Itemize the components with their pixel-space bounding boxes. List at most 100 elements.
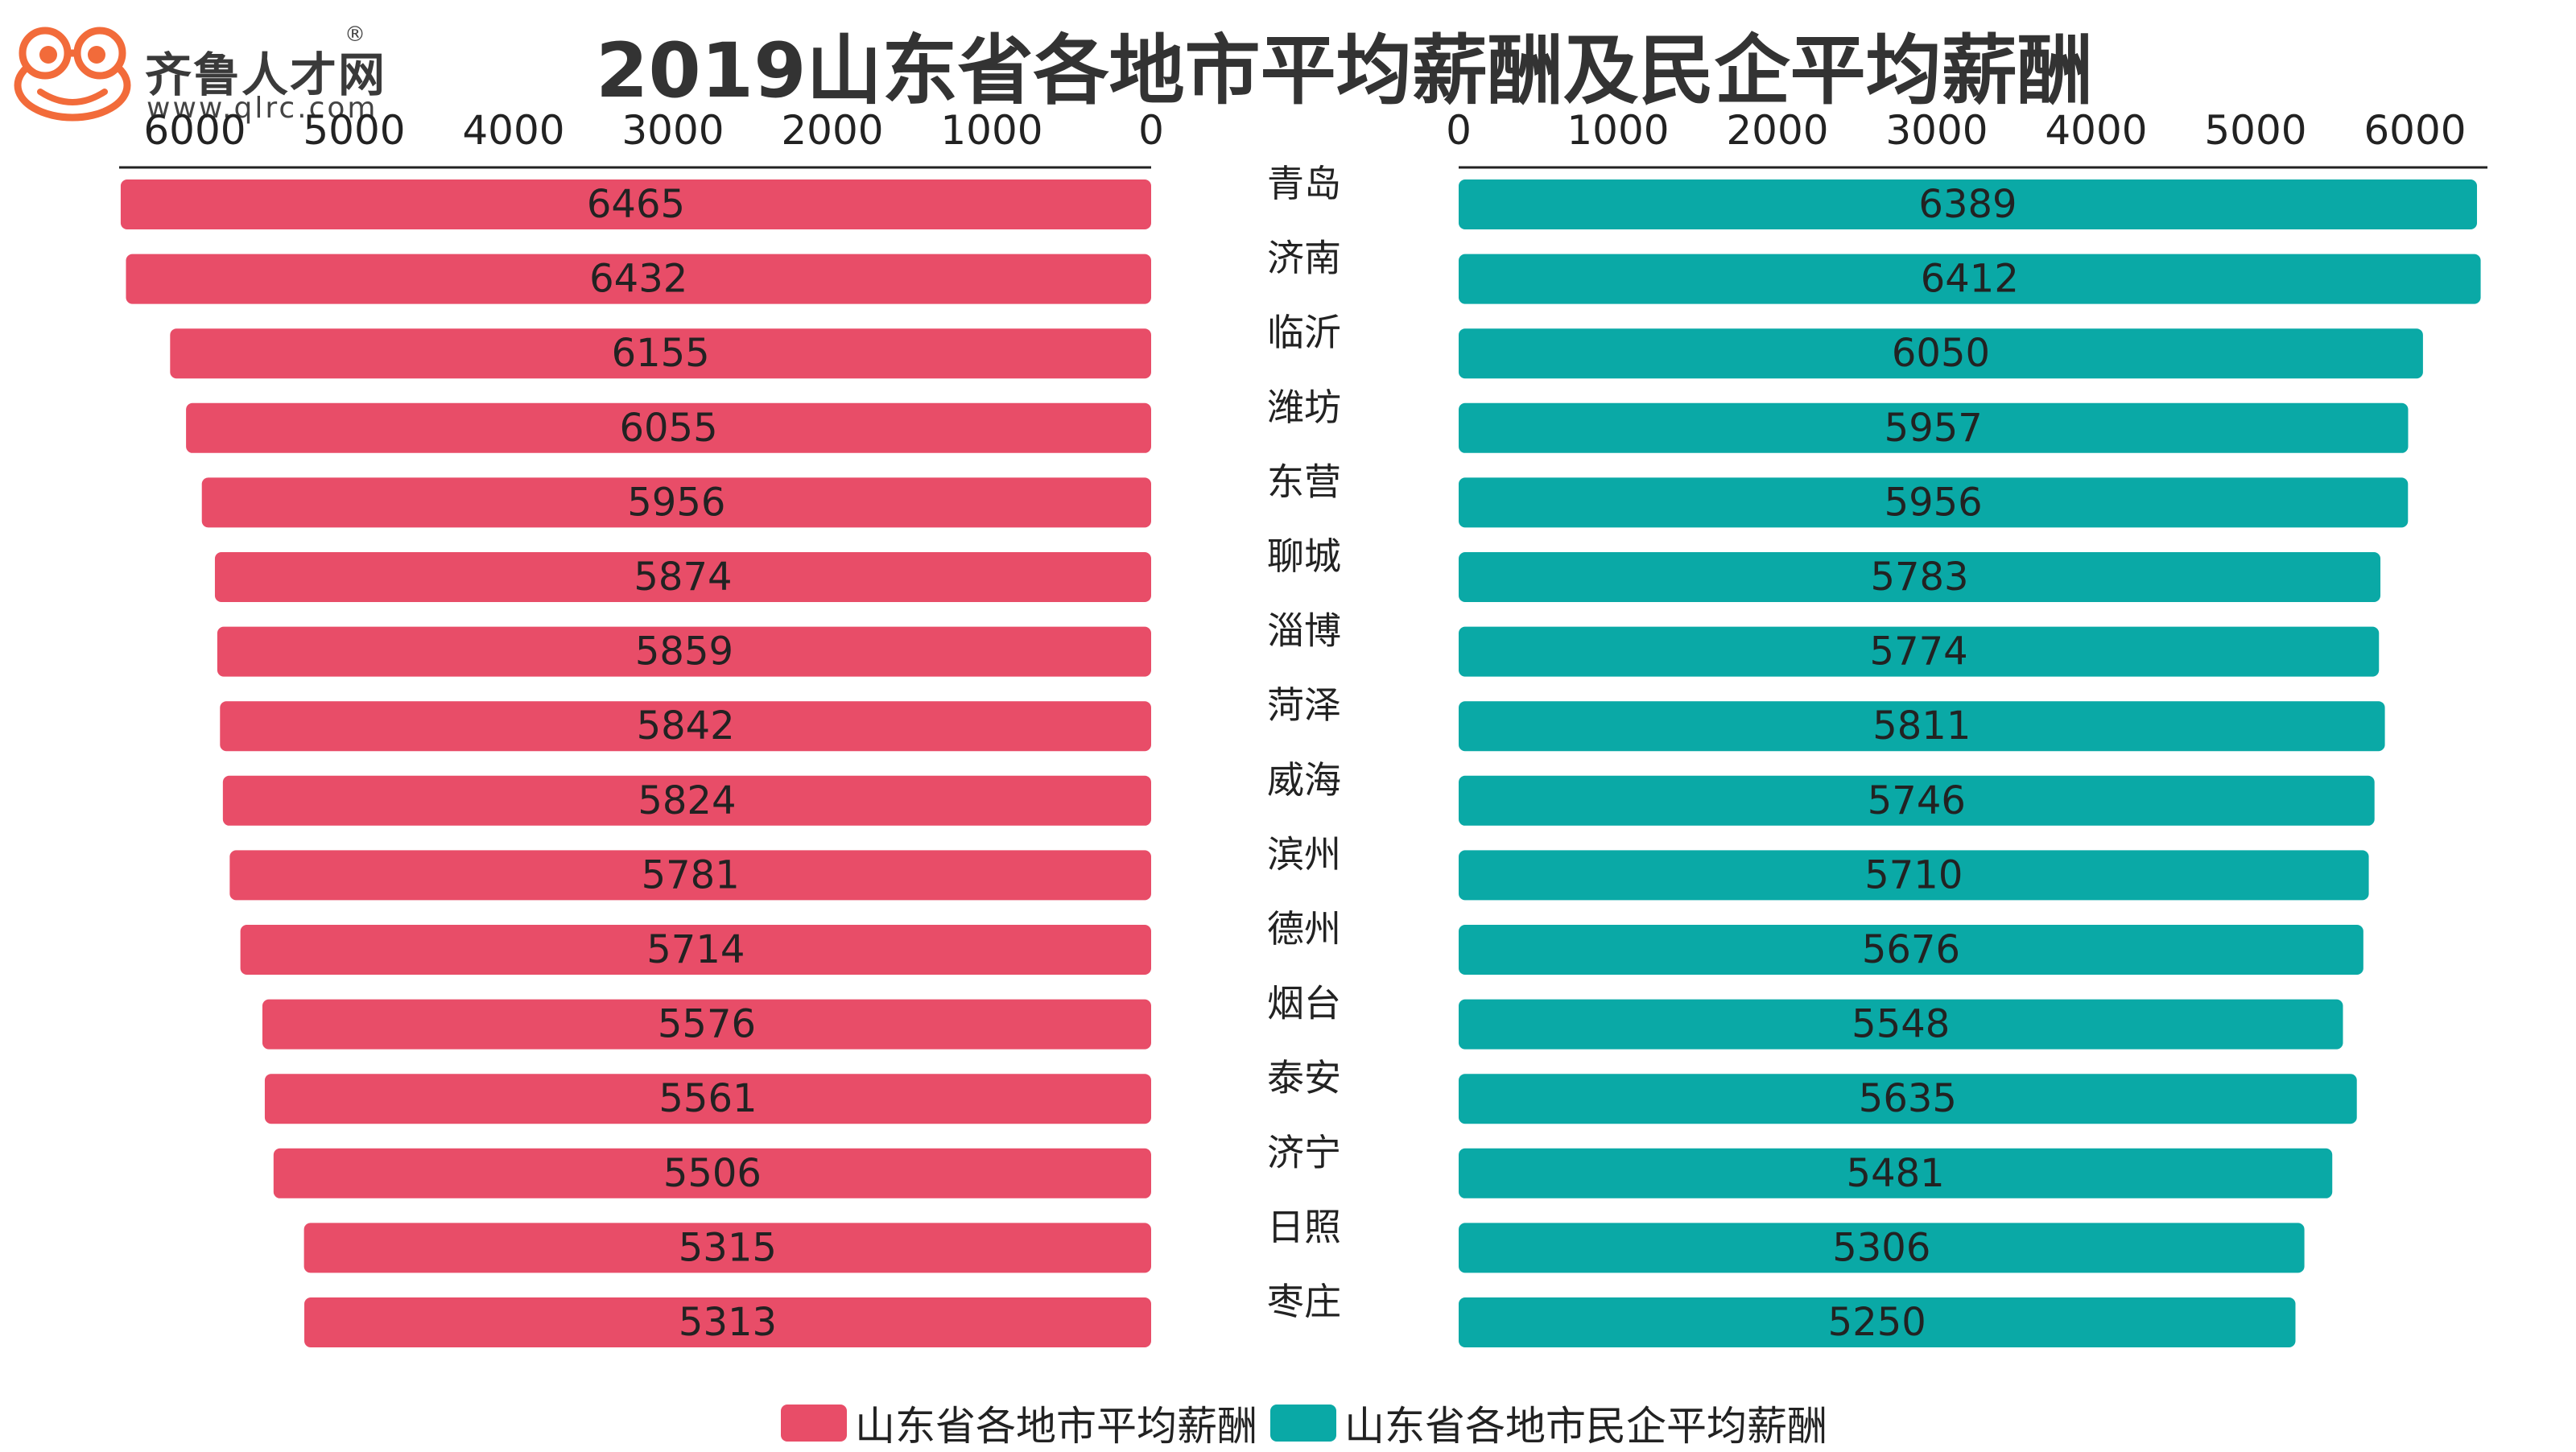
left-bar-6 — [217, 626, 1152, 677]
category-label-10: 德州 — [1267, 907, 1341, 951]
right-bar-14 — [1459, 1223, 2305, 1273]
right-bar-12 — [1459, 1074, 2357, 1124]
category-label-1: 济南 — [1267, 237, 1341, 280]
left-bar-label-14: 5315 — [679, 1225, 777, 1270]
right-bar-label-15: 5250 — [1828, 1300, 1926, 1345]
category-label-8: 威海 — [1267, 758, 1341, 802]
chart-title: 2019山东省各地市平均薪酬及民企平均薪酬 — [596, 27, 2093, 115]
left-axis-tick-6: 0 — [1138, 107, 1164, 154]
right-bar-label-1: 6412 — [1921, 257, 2019, 302]
legend-label-right: 山东省各地市民企平均薪酬 — [1344, 1403, 1827, 1450]
left-axis-tick-2: 4000 — [462, 107, 564, 154]
left-bar-3 — [186, 402, 1152, 453]
brand-logo: 齐鲁人才网 ® www.qlrc.com — [8, 14, 427, 127]
right-bar-7 — [1459, 701, 2385, 752]
category-label-15: 枣庄 — [1267, 1280, 1341, 1323]
left-bar-label-11: 5576 — [658, 1002, 756, 1047]
left-bar-label-5: 5874 — [634, 555, 732, 600]
left-axis-tick-0: 6000 — [143, 107, 246, 154]
legend-item-left: 山东省各地市平均薪酬 — [781, 1399, 1257, 1450]
left-bar-0 — [120, 179, 1152, 229]
right-bar-label-4: 5956 — [1885, 480, 1983, 525]
right-bar-label-5: 5783 — [1870, 555, 1968, 600]
left-bar-13 — [273, 1148, 1151, 1198]
right-axis-tick-2: 2000 — [1726, 107, 1828, 154]
left-bar-label-6: 5859 — [635, 629, 733, 674]
category-label-4: 东营 — [1267, 460, 1341, 503]
right-bar-15 — [1459, 1297, 2296, 1347]
left-bar-label-2: 6155 — [612, 331, 710, 376]
left-bar-label-1: 6432 — [589, 257, 687, 302]
left-bar-label-3: 6055 — [619, 406, 717, 451]
left-bar-1 — [126, 254, 1152, 304]
left-axis-tick-5: 1000 — [940, 107, 1042, 154]
right-bar-4 — [1459, 477, 2409, 528]
left-axis-tick-1: 5000 — [303, 107, 405, 154]
right-bar-label-0: 6389 — [1918, 182, 2017, 227]
logo-brand-text: 齐鲁人才网 — [145, 47, 387, 102]
left-bar-label-10: 5714 — [646, 927, 745, 972]
left-bar-label-4: 5956 — [627, 480, 725, 525]
right-bar-6 — [1459, 626, 2380, 677]
left-bar-7 — [220, 701, 1152, 752]
left-bar-8 — [222, 775, 1151, 826]
legend-item-right: 山东省各地市民企平均薪酬 — [1270, 1399, 1827, 1450]
registered-mark: ® — [345, 23, 365, 47]
left-axis-tick-3: 3000 — [621, 107, 724, 154]
category-label-12: 泰安 — [1267, 1056, 1341, 1099]
category-label-9: 滨州 — [1267, 832, 1341, 876]
left-bar-2 — [170, 328, 1151, 379]
right-bar-label-11: 5548 — [1852, 1002, 1950, 1047]
left-bar-11 — [262, 999, 1151, 1050]
right-bar-label-3: 5957 — [1885, 406, 1983, 451]
right-axis-tick-1: 1000 — [1567, 107, 1669, 154]
right-axis-tick-4: 4000 — [2045, 107, 2147, 154]
right-axis-tick-0: 0 — [1446, 107, 1472, 154]
left-bar-label-12: 5561 — [658, 1076, 757, 1121]
category-label-0: 青岛 — [1267, 162, 1341, 205]
right-bar-label-2: 6050 — [1892, 331, 1990, 376]
right-bar-3 — [1459, 402, 2409, 453]
left-bar-4 — [201, 477, 1151, 528]
logo-url: www.qlrc.com — [147, 92, 378, 125]
right-bar-1 — [1459, 254, 2481, 304]
left-bar-14 — [303, 1223, 1151, 1273]
right-bar-label-12: 5635 — [1859, 1076, 1957, 1121]
right-bar-2 — [1459, 328, 2423, 379]
left-bar-label-0: 6465 — [587, 182, 685, 227]
left-bar-15 — [304, 1297, 1151, 1347]
category-label-2: 临沂 — [1267, 311, 1341, 354]
right-axis-tick-3: 3000 — [1885, 107, 1988, 154]
left-axis-tick-4: 2000 — [781, 107, 883, 154]
category-label-11: 烟台 — [1267, 982, 1341, 1025]
right-bar-label-8: 5746 — [1868, 778, 1966, 823]
right-bar-label-7: 5811 — [1872, 703, 1971, 749]
right-bar-label-9: 5710 — [1864, 852, 1963, 897]
right-bar-label-13: 5481 — [1847, 1151, 1945, 1196]
frog-logo-icon — [14, 27, 131, 122]
legend-label-left: 山东省各地市平均薪酬 — [855, 1403, 1257, 1450]
left-bar-12 — [264, 1074, 1151, 1124]
right-bar-8 — [1459, 775, 2375, 826]
right-bar-10 — [1459, 925, 2363, 975]
right-bar-5 — [1459, 552, 2381, 602]
right-axis-tick-5: 5000 — [2204, 107, 2306, 154]
left-bar-10 — [240, 925, 1152, 975]
right-bar-0 — [1459, 179, 2478, 229]
category-label-3: 潍坊 — [1267, 386, 1341, 429]
right-bar-9 — [1459, 850, 2369, 901]
left-bar-label-13: 5506 — [663, 1151, 762, 1196]
legend-swatch-right — [1270, 1405, 1336, 1442]
category-label-6: 淄博 — [1267, 609, 1341, 653]
right-axis-tick-6: 6000 — [2363, 107, 2466, 154]
right-bar-label-14: 5306 — [1832, 1225, 1930, 1270]
left-bar-label-7: 5842 — [637, 703, 735, 749]
left-bar-label-8: 5824 — [638, 778, 736, 823]
category-label-5: 聊城 — [1267, 534, 1341, 578]
category-label-13: 济宁 — [1267, 1131, 1341, 1174]
right-bar-11 — [1459, 999, 2343, 1050]
category-label-7: 菏泽 — [1267, 683, 1341, 727]
left-bar-label-15: 5313 — [679, 1300, 777, 1345]
category-label-14: 日照 — [1267, 1205, 1341, 1248]
